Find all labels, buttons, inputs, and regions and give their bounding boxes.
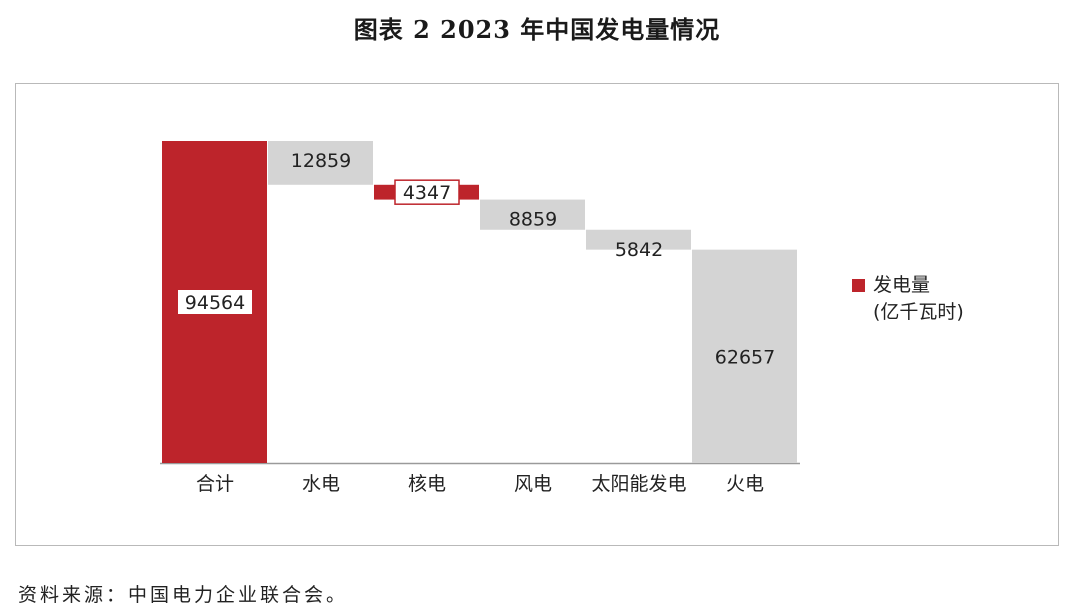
value-label-5: 62657	[715, 346, 775, 368]
category-label-5: 火电	[726, 473, 764, 495]
value-label-1: 12859	[291, 150, 351, 172]
value-label-box-0	[178, 290, 252, 314]
legend-swatch	[852, 279, 865, 292]
legend-entry: 发电量	[852, 272, 964, 299]
legend: 发电量 (亿千瓦时)	[852, 272, 964, 326]
chart-title: 图表 2 2023 年中国发电量情况	[353, 15, 721, 44]
legend-series-name: 发电量	[873, 274, 931, 296]
category-label-1: 水电	[302, 473, 340, 495]
category-label-0: 合计	[196, 473, 234, 495]
bar-3	[480, 199, 585, 230]
category-label-2: 核电	[408, 473, 446, 495]
source-note: 资料来源：中国电力企业联合会。	[18, 584, 349, 606]
value-label-0: 94564	[185, 292, 245, 314]
bar-1	[268, 141, 373, 185]
category-label-4: 太阳能发电	[591, 473, 686, 495]
value-label-box-2	[394, 179, 460, 205]
value-label-3: 8859	[509, 209, 557, 231]
legend-unit: (亿千瓦时)	[873, 301, 964, 323]
bar-5	[692, 249, 797, 463]
value-label-4: 5842	[615, 239, 663, 261]
value-label-2: 4347	[403, 182, 451, 204]
bar-4	[586, 229, 691, 250]
category-label-3: 风电	[514, 473, 552, 495]
